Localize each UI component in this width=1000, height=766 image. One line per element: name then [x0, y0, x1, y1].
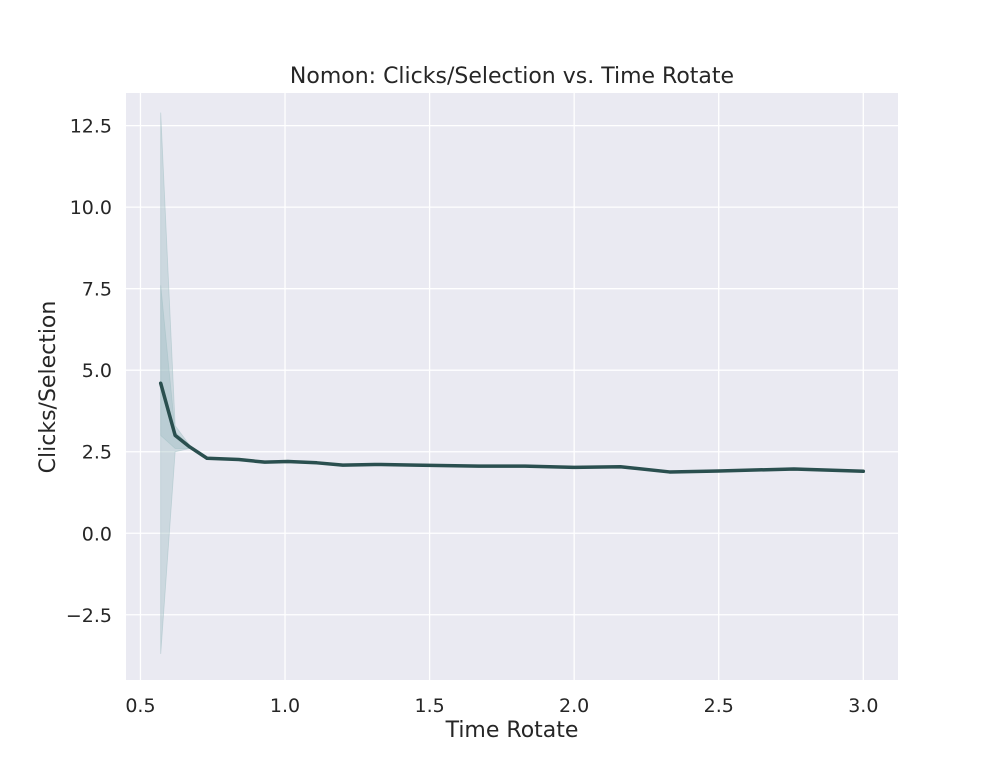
plot-background — [126, 93, 898, 680]
y-tick-label: 0.0 — [82, 523, 112, 545]
x-tick-label: 2.5 — [704, 695, 734, 717]
x-tick-label: 1.5 — [414, 695, 444, 717]
x-tick-label: 3.0 — [848, 695, 878, 717]
chart-title: Nomon: Clicks/Selection vs. Time Rotate — [290, 64, 734, 89]
y-tick-label: −2.5 — [66, 605, 112, 627]
x-axis-title: Time Rotate — [445, 718, 579, 743]
y-axis-title: Clicks/Selection — [36, 301, 61, 474]
grid-layer — [126, 93, 898, 680]
y-tick-label: 7.5 — [82, 279, 112, 301]
x-tick-label: 0.5 — [125, 695, 155, 717]
y-tick-label: 2.5 — [82, 442, 112, 464]
y-tick-label: 10.0 — [70, 197, 112, 219]
y-tick-label: 5.0 — [82, 360, 112, 382]
series-line-0 — [158, 381, 866, 474]
series-line-layer — [158, 381, 866, 474]
x-tick-label: 1.0 — [270, 695, 300, 717]
tick-label-layer: 0.5 1.0 1.5 2.0 2.5 3.0 −2.5 0.0 2.5 5.0 7.5 10.0 12… — [66, 116, 879, 717]
x-tick-label: 2.0 — [559, 695, 589, 717]
y-tick-label: 12.5 — [70, 116, 112, 138]
